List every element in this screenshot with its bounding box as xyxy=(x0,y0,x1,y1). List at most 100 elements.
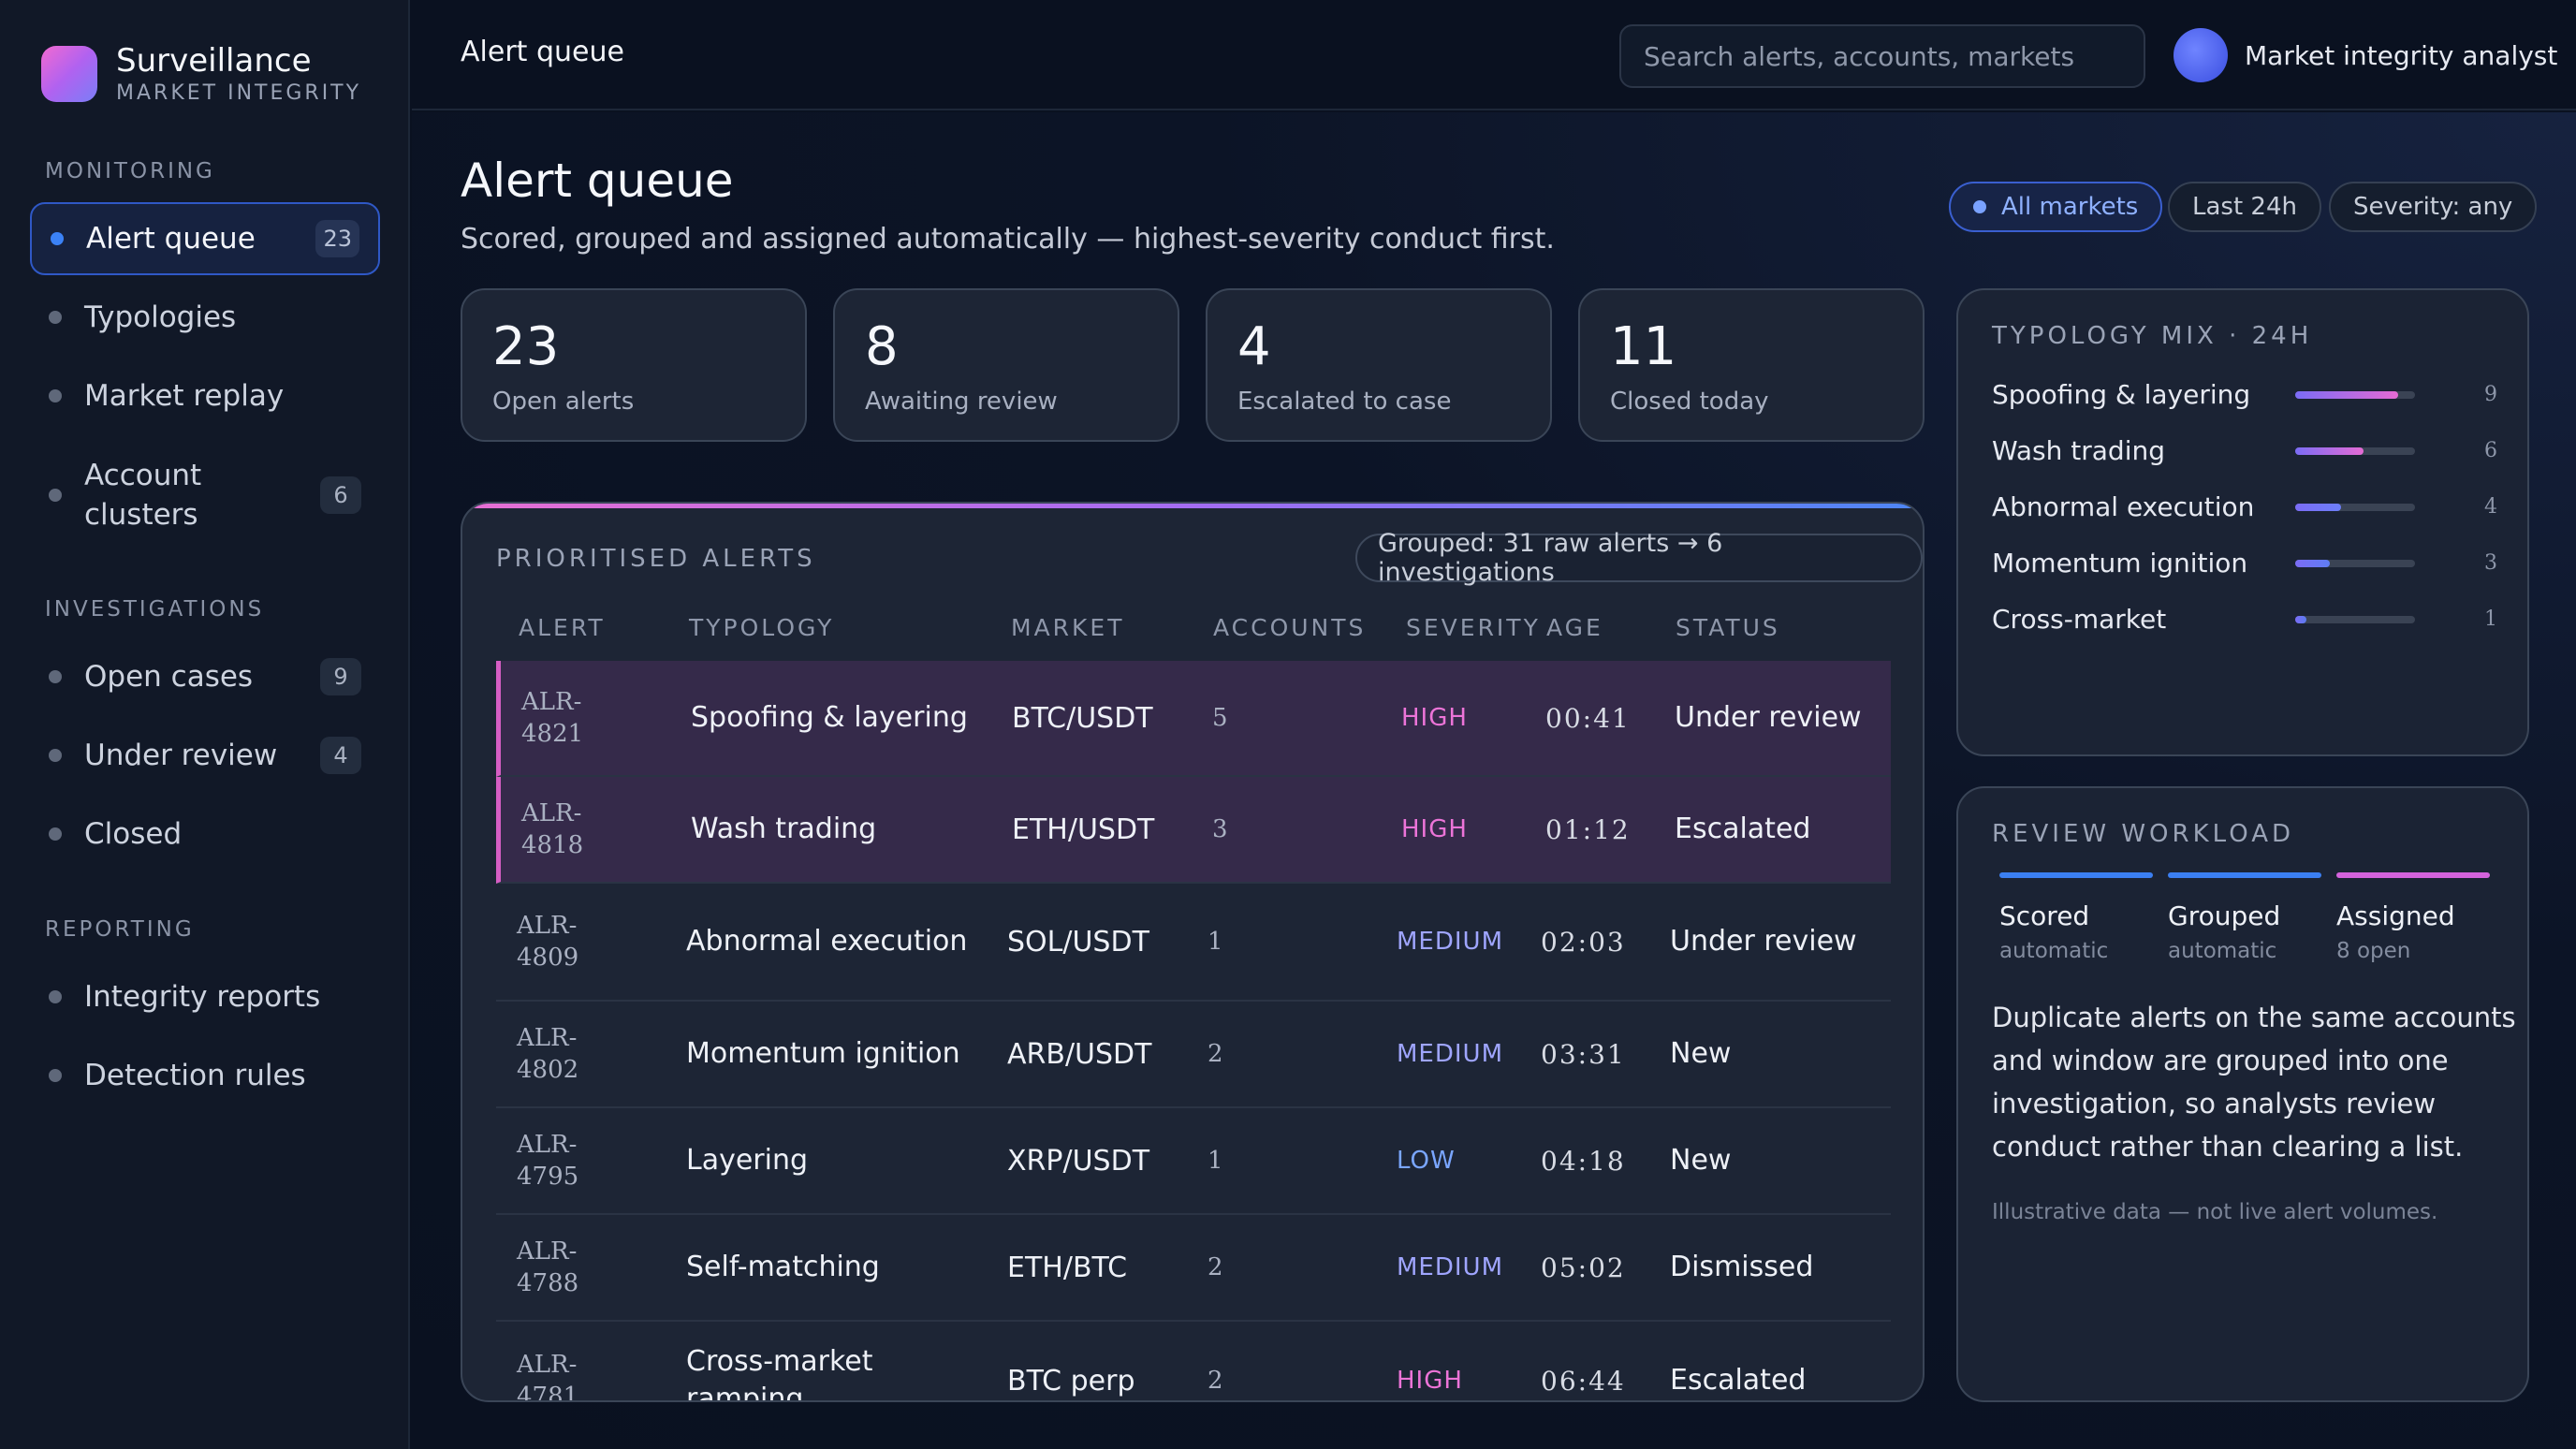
sidebar-item-open-cases[interactable]: Open cases 9 xyxy=(30,648,380,706)
alert-status: Dismissed xyxy=(1670,1251,1814,1283)
alert-accounts: 2 xyxy=(1208,1253,1223,1281)
sidebar-item-closed[interactable]: Closed xyxy=(30,805,380,863)
page-subtitle: Scored, grouped and assigned automatical… xyxy=(461,223,1555,256)
column-header[interactable]: ACCOUNTS xyxy=(1213,614,1367,641)
sidebar-item-alert-queue[interactable]: Alert queue 23 xyxy=(30,202,380,275)
alert-status: Under review xyxy=(1670,925,1857,958)
column-header[interactable]: ALERT xyxy=(519,614,606,641)
sidebar-item-under-review[interactable]: Under review 4 xyxy=(30,726,380,784)
typology-mix-row[interactable]: Cross-market 1 xyxy=(1992,601,2497,638)
alert-typology: Spoofing & layering xyxy=(691,701,968,734)
dot-icon xyxy=(49,749,62,762)
alert-age: 06:44 xyxy=(1541,1365,1626,1397)
filter-label: Severity: any xyxy=(2353,193,2513,221)
typology-mix-row[interactable]: Momentum ignition 3 xyxy=(1992,545,2497,582)
sidebar-item-detection-rules[interactable]: Detection rules xyxy=(30,1046,380,1105)
alert-accounts: 1 xyxy=(1208,928,1223,956)
alerts-title: PRIORITISED ALERTS xyxy=(496,545,816,573)
step-title: Assigned xyxy=(2336,900,2455,931)
typology-bar-track xyxy=(2295,504,2415,511)
brand-subtitle: MARKET INTEGRITY xyxy=(116,81,362,105)
alert-accounts: 2 xyxy=(1208,1367,1223,1395)
sidebar: Surveillance MARKET INTEGRITY MONITORING… xyxy=(0,0,410,1449)
table-row[interactable]: ALR-4818 Wash trading ETH/USDT 3 HIGH 01… xyxy=(496,777,1891,884)
typology-name: Cross-market xyxy=(1992,604,2167,635)
alert-status: Escalated xyxy=(1670,1364,1807,1397)
alert-market: XRP/USDT xyxy=(1007,1144,1150,1178)
stat-value: 23 xyxy=(492,316,560,377)
table-row[interactable]: ALR-4781 Cross-market ramping BTC perp 2… xyxy=(496,1322,1891,1402)
sidebar-item-integrity-reports[interactable]: Integrity reports xyxy=(30,968,380,1026)
filter-label: Last 24h xyxy=(2192,193,2297,221)
dot-icon xyxy=(49,670,62,683)
typology-name: Spoofing & layering xyxy=(1992,379,2251,410)
severity-badge: LOW xyxy=(1397,1147,1456,1175)
column-header[interactable]: TYPOLOGY xyxy=(689,614,835,641)
alert-market: ARB/USDT xyxy=(1007,1037,1152,1071)
sidebar-item-market-replay[interactable]: Market replay xyxy=(30,367,380,425)
step-bar xyxy=(1999,872,2153,878)
typology-count: 9 xyxy=(2484,383,2497,406)
typology-bar xyxy=(2295,504,2341,511)
alert-id: ALR-4802 xyxy=(517,1024,579,1084)
workload-description: Duplicate alerts on the same accounts an… xyxy=(1992,1002,2516,1163)
filter-last-24h[interactable]: Last 24h xyxy=(2168,182,2321,232)
sidebar-item-typologies[interactable]: Typologies xyxy=(30,288,380,346)
grouped-badge: Grouped: 31 raw alerts → 6 investigation… xyxy=(1355,529,1923,587)
alert-accounts: 2 xyxy=(1208,1040,1223,1068)
typology-count: 6 xyxy=(2484,439,2497,462)
sidebar-item-count: 6 xyxy=(320,476,361,514)
step-bar xyxy=(2168,872,2321,878)
typology-mix-panel: TYPOLOGY MIX · 24H Spoofing & layering 9 W… xyxy=(1956,288,2529,756)
column-header[interactable]: STATUS xyxy=(1676,614,1780,641)
table-row[interactable]: ALR-4802 Momentum ignition ARB/USDT 2 ME… xyxy=(496,1002,1891,1108)
stat-label: Open alerts xyxy=(492,388,635,416)
user-menu[interactable]: Market integrity analyst xyxy=(2174,28,2557,82)
table-row[interactable]: ALR-4821 Spoofing & layering BTC/USDT 5 … xyxy=(496,661,1891,777)
stat-label: Awaiting review xyxy=(865,388,1058,416)
sidebar-item-account-clusters[interactable]: Account clusters 6 xyxy=(30,451,380,539)
alert-id: ALR-4809 xyxy=(517,912,579,972)
typology-name: Abnormal execution xyxy=(1992,491,2255,522)
brand-logo xyxy=(41,46,97,102)
column-header[interactable]: AGE xyxy=(1546,614,1603,641)
column-header[interactable]: MARKET xyxy=(1011,614,1125,641)
alert-typology: Cross-market ramping xyxy=(686,1345,873,1402)
typology-name: Momentum ignition xyxy=(1992,548,2248,578)
typology-bar xyxy=(2295,560,2330,567)
typology-mix-row[interactable]: Abnormal execution 4 xyxy=(1992,489,2497,526)
alert-age: 05:02 xyxy=(1541,1251,1626,1283)
table-row[interactable]: ALR-4788 Self-matching ETH/BTC 2 MEDIUM … xyxy=(496,1215,1891,1322)
column-header[interactable]: SEVERITY xyxy=(1406,614,1541,641)
alert-age: 04:18 xyxy=(1541,1145,1626,1177)
dot-icon xyxy=(49,1069,62,1082)
filter-all-markets[interactable]: All markets xyxy=(1949,182,2163,232)
stat-value: 11 xyxy=(1610,316,1677,377)
step-title: Grouped xyxy=(2168,900,2281,931)
typology-mix-row[interactable]: Wash trading 6 xyxy=(1992,432,2497,470)
alert-market: ETH/USDT xyxy=(1012,812,1155,846)
typology-mix-row[interactable]: Spoofing & layering 9 xyxy=(1992,376,2497,414)
alert-market: BTC perp xyxy=(1007,1364,1135,1398)
sidebar-item-label: Alert queue xyxy=(86,222,256,256)
stat-card-open-alerts: 23 Open alerts xyxy=(461,288,807,442)
dot-icon xyxy=(49,489,62,502)
alert-typology: Abnormal execution xyxy=(686,925,968,958)
search-input[interactable]: Search alerts, accounts, markets xyxy=(1619,24,2145,88)
workload-step-scored: Scored automatic xyxy=(1999,872,2153,963)
step-sub: 8 open xyxy=(2336,939,2411,963)
active-dot-icon xyxy=(1973,200,1986,213)
sidebar-item-count: 4 xyxy=(320,737,361,774)
table-row[interactable]: ALR-4795 Layering XRP/USDT 1 LOW 04:18 N… xyxy=(496,1108,1891,1215)
active-dot-icon xyxy=(51,232,64,245)
alert-market: ETH/BTC xyxy=(1007,1251,1128,1284)
sidebar-item-count: 9 xyxy=(320,658,361,695)
stat-label: Escalated to case xyxy=(1237,388,1452,416)
workload-step-assigned: Assigned 8 open xyxy=(2336,872,2490,963)
topbar-title: Alert queue xyxy=(461,36,624,68)
typology-bar-track xyxy=(2295,560,2415,567)
dot-icon xyxy=(49,990,62,1003)
table-row[interactable]: ALR-4809 Abnormal execution SOL/USDT 1 M… xyxy=(496,884,1891,1002)
accent-bar xyxy=(462,504,1923,508)
filter-severity[interactable]: Severity: any xyxy=(2329,182,2538,232)
